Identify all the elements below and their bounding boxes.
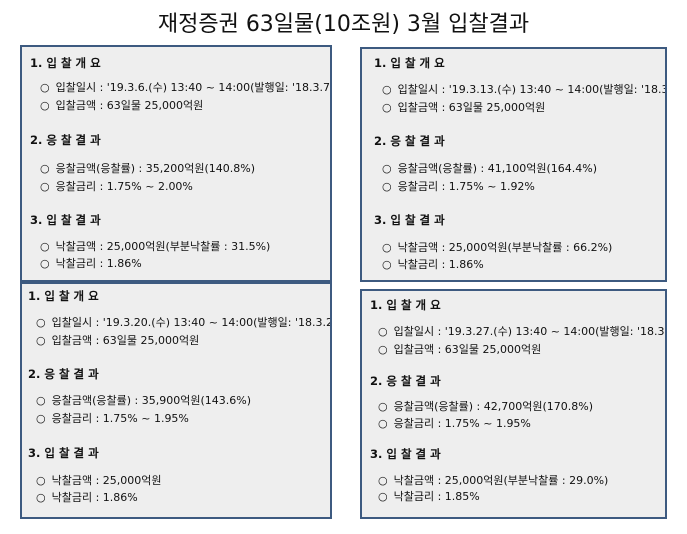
bullet-icon: ○: [40, 162, 50, 175]
list-item: ○ 낙찰금리 : 1.85%: [378, 490, 480, 503]
bullet-icon: ○: [382, 101, 392, 114]
list-item: ○ 입찰일시 : '19.3.6.(수) 13:40 ~ 14:00(발행일: '…: [40, 81, 330, 94]
list-item: ○ 응찰금리 : 1.75% ~ 1.92%: [382, 180, 535, 193]
list-item: ○ 응찰금액(응찰률) : 35,200억원(140.8%): [40, 162, 255, 175]
bullet-icon: ○: [378, 343, 388, 356]
bullet-icon: ○: [36, 394, 46, 407]
list-item: ○ 낙찰금액 : 25,000억원: [36, 474, 162, 487]
page-title: 재정증권 63일물(10조원) 3월 입찰결과: [157, 12, 530, 37]
list-item: ○ 입찰일시 : '19.3.13.(수) 13:40 ~ 14:00(발행일: …: [382, 83, 667, 96]
section-title-overview: 1. 입 찰 개 요: [30, 56, 101, 70]
list-item: ○ 낙찰금리 : 1.86%: [36, 491, 138, 504]
bullet-icon: ○: [40, 240, 50, 253]
list-item: ○ 낙찰금액 : 25,000억원(부분낙찰률 : 66.2%): [382, 241, 613, 254]
bullet-icon: ○: [36, 491, 46, 504]
bullet-icon: ○: [36, 334, 46, 347]
list-item: ○ 응찰금액(응찰률) : 35,900억원(143.6%): [36, 394, 251, 407]
list-item: ○ 낙찰금리 : 1.86%: [40, 257, 142, 270]
bullet-icon: ○: [378, 490, 388, 503]
auction-panel-mar20: 1. 입 찰 개 요 ○ 입찰일시 : '19.3.20.(수) 13:40 ~ …: [20, 282, 332, 519]
section-title-bids: 2. 응 찰 결 과: [28, 367, 99, 381]
list-item: ○ 낙찰금액 : 25,000억원(부분낙찰률 : 31.5%): [40, 240, 271, 253]
bullet-icon: ○: [36, 412, 46, 425]
list-item: ○ 응찰금리 : 1.75% ~ 1.95%: [36, 412, 189, 425]
list-item: ○ 입찰금액 : 63일물 25,000억원: [40, 99, 204, 112]
list-item: ○ 낙찰금액 : 25,000억원(부분낙찰률 : 29.0%): [378, 474, 609, 487]
auction-panel-mar6: 1. 입 찰 개 요 ○ 입찰일시 : '19.3.6.(수) 13:40 ~ 1…: [20, 45, 332, 282]
section-title-overview: 1. 입 찰 개 요: [374, 56, 445, 70]
bullet-icon: ○: [378, 325, 388, 338]
bullet-icon: ○: [382, 83, 392, 96]
bullet-icon: ○: [382, 258, 392, 271]
bullet-icon: ○: [382, 162, 392, 175]
auction-panel-mar13: 1. 입 찰 개 요 ○ 입찰일시 : '19.3.13.(수) 13:40 ~ …: [360, 47, 667, 282]
bullet-icon: ○: [382, 180, 392, 193]
auction-panel-mar27: 1. 입 찰 개 요 ○ 입찰일시 : '19.3.27.(수) 13:40 ~ …: [360, 289, 667, 519]
bullet-icon: ○: [36, 316, 46, 329]
list-item: ○ 입찰금액 : 63일물 25,000억원: [378, 343, 542, 356]
section-title-results: 3. 입 찰 결 과: [370, 447, 441, 461]
list-item: ○ 입찰일시 : '19.3.27.(수) 13:40 ~ 14:00(발행일: …: [378, 325, 667, 338]
section-title-bids: 2. 응 찰 결 과: [30, 133, 101, 147]
section-title-overview: 1. 입 찰 개 요: [28, 289, 99, 303]
list-item: ○ 입찰금액 : 63일물 25,000억원: [382, 101, 546, 114]
list-item: ○ 응찰금액(응찰률) : 42,700억원(170.8%): [378, 400, 593, 413]
section-title-overview: 1. 입 찰 개 요: [370, 298, 441, 312]
bullet-icon: ○: [378, 400, 388, 413]
section-title-results: 3. 입 찰 결 과: [374, 213, 445, 227]
section-title-results: 3. 입 찰 결 과: [30, 213, 101, 227]
bullet-icon: ○: [40, 99, 50, 112]
list-item: ○ 응찰금리 : 1.75% ~ 2.00%: [40, 180, 193, 193]
bullet-icon: ○: [378, 417, 388, 430]
list-item: ○ 응찰금리 : 1.75% ~ 1.95%: [378, 417, 531, 430]
list-item: ○ 응찰금액(응찰률) : 41,100억원(164.4%): [382, 162, 597, 175]
list-item: ○ 입찰일시 : '19.3.20.(수) 13:40 ~ 14:00(발행일: …: [36, 316, 332, 329]
bullet-icon: ○: [36, 474, 46, 487]
bullet-icon: ○: [40, 81, 50, 94]
section-title-bids: 2. 응 찰 결 과: [374, 134, 445, 148]
bullet-icon: ○: [40, 257, 50, 270]
bullet-icon: ○: [40, 180, 50, 193]
list-item: ○ 입찰금액 : 63일물 25,000억원: [36, 334, 200, 347]
section-title-bids: 2. 응 찰 결 과: [370, 374, 441, 388]
bullet-icon: ○: [378, 474, 388, 487]
section-title-results: 3. 입 찰 결 과: [28, 446, 99, 460]
bullet-icon: ○: [382, 241, 392, 254]
list-item: ○ 낙찰금리 : 1.86%: [382, 258, 484, 271]
